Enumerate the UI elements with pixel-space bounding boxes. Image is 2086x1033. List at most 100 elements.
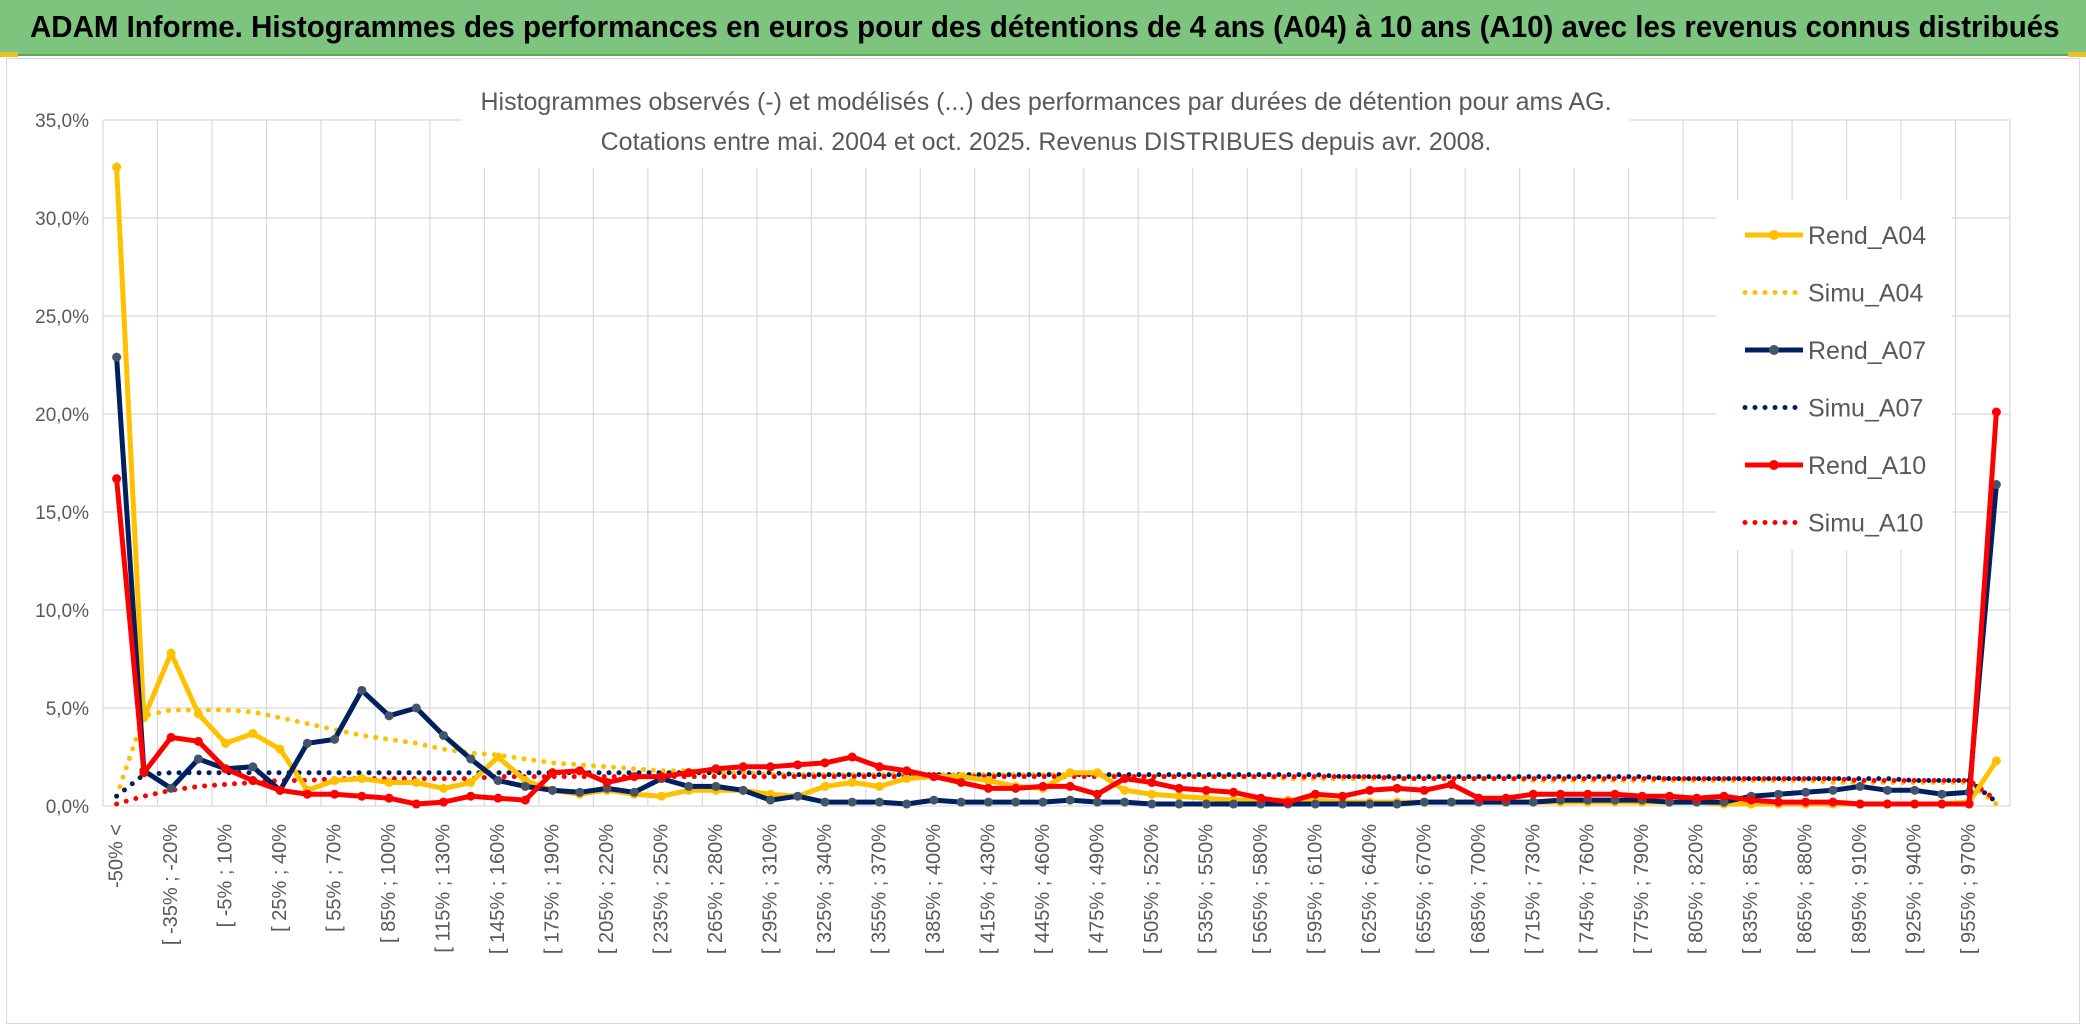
data-point-rend_a07	[411, 703, 421, 713]
data-point-rend_a07	[738, 785, 748, 795]
x-tick-label: [ 625% ; 640%	[1359, 824, 1381, 954]
data-point-rend_a07	[1855, 781, 1865, 791]
y-tick-label: 35,0%	[35, 111, 89, 132]
x-tick-label: -50% <	[106, 824, 128, 888]
data-point-rend_a10	[1147, 777, 1157, 787]
data-point-rend_a04	[1147, 789, 1157, 799]
data-point-rend_a04	[902, 774, 912, 784]
data-point-rend_a07	[793, 791, 803, 801]
data-point-rend_a10	[1583, 789, 1593, 799]
data-point-rend_a10	[248, 776, 258, 786]
data-point-rend_a07	[1011, 797, 1021, 807]
x-tick-label: [ 145% ; 160%	[487, 824, 509, 954]
y-tick-label: 0,0%	[46, 797, 89, 818]
x-tick-label: [ -5% ; 10%	[215, 824, 237, 928]
x-tick-label: [ 895% ; 910%	[1849, 824, 1871, 954]
series-line-simu_a10	[114, 774, 1999, 807]
x-tick-label: [ 385% ; 400%	[923, 824, 945, 954]
data-point-rend_a07	[684, 781, 694, 791]
data-point-rend_a10	[193, 736, 203, 746]
legend-label-rend_a10: Rend_A10	[1808, 452, 1926, 480]
data-point-rend_a07	[112, 352, 122, 362]
legend-label-simu_a04: Simu_A04	[1808, 280, 1923, 308]
x-tick-label: [ 835% ; 850%	[1740, 824, 1762, 954]
data-point-rend_a07	[1065, 795, 1075, 805]
data-point-rend_a10	[1692, 793, 1702, 803]
data-point-rend_a04	[874, 781, 884, 791]
data-point-rend_a07	[983, 797, 993, 807]
data-point-rend_a10	[1229, 787, 1239, 797]
data-point-rend_a07	[330, 734, 340, 744]
x-tick-label: [ 535% ; 550%	[1195, 824, 1217, 954]
data-point-rend_a10	[411, 799, 421, 809]
data-point-rend_a10	[1038, 781, 1048, 791]
chart-title-background	[462, 80, 1630, 168]
data-point-rend_a10	[1746, 795, 1756, 805]
data-point-rend_a10	[874, 762, 884, 772]
data-point-rend_a07	[1991, 480, 2001, 490]
data-point-rend_a04	[1065, 768, 1075, 778]
x-tick-label: [ 655% ; 670%	[1413, 824, 1435, 954]
data-point-rend_a10	[275, 785, 285, 795]
legend-marker-rend_a04	[1769, 230, 1779, 240]
data-point-rend_a07	[1419, 797, 1429, 807]
data-point-rend_a07	[439, 730, 449, 740]
data-point-rend_a07	[1365, 799, 1375, 809]
data-point-rend_a07	[820, 797, 830, 807]
data-point-rend_a10	[1011, 783, 1021, 793]
data-point-rend_a07	[193, 754, 203, 764]
data-point-rend_a07	[1174, 799, 1184, 809]
data-point-rend_a04	[275, 744, 285, 754]
legend-marker-rend_a07	[1769, 345, 1779, 355]
data-point-rend_a10	[1419, 785, 1429, 795]
data-point-rend_a04	[1092, 768, 1102, 778]
x-tick-label: [ 265% ; 280%	[705, 824, 727, 954]
y-tick-label: 30,0%	[35, 209, 89, 230]
data-point-rend_a07	[1038, 797, 1048, 807]
data-point-rend_a04	[439, 783, 449, 793]
data-point-rend_a07	[1201, 799, 1211, 809]
chart-title: Histogrammes observés (-) et modélisés (…	[480, 88, 1611, 116]
x-tick-label: [ 595% ; 610%	[1304, 824, 1326, 954]
x-tick-label: [ 115% ; 130%	[433, 824, 455, 953]
data-point-rend_a10	[656, 772, 666, 782]
x-tick-label: [ 685% ; 700%	[1468, 824, 1490, 954]
data-point-rend_a07	[1773, 789, 1783, 799]
data-point-rend_a10	[439, 797, 449, 807]
data-point-rend_a10	[357, 791, 367, 801]
data-point-rend_a10	[820, 758, 830, 768]
data-point-rend_a10	[1283, 797, 1293, 807]
x-tick-label: [ 355% ; 370%	[868, 824, 890, 954]
data-point-rend_a07	[1801, 787, 1811, 797]
y-tick-label: 20,0%	[35, 405, 89, 426]
data-point-rend_a10	[139, 768, 149, 778]
data-point-rend_a07	[248, 762, 258, 772]
x-tick-label: [ 475% ; 490%	[1086, 824, 1108, 954]
legend-marker-rend_a10	[1769, 460, 1779, 470]
series-line-rend_a10	[114, 411, 1999, 807]
data-point-rend_a07	[1447, 797, 1457, 807]
data-point-rend_a07	[1310, 799, 1320, 809]
data-point-rend_a10	[1882, 799, 1892, 809]
data-point-rend_a10	[1801, 797, 1811, 807]
data-point-rend_a07	[956, 797, 966, 807]
data-point-rend_a04	[1991, 756, 2001, 766]
data-point-rend_a07	[1392, 799, 1402, 809]
data-point-rend_a07	[384, 711, 394, 721]
data-point-rend_a04	[384, 777, 394, 787]
data-point-rend_a10	[1637, 791, 1647, 801]
data-point-rend_a10	[384, 793, 394, 803]
series-line-rend_a07	[114, 357, 1999, 807]
report-title: ADAM Informe. Histogrammes des performan…	[30, 9, 2060, 44]
data-point-rend_a10	[1474, 793, 1484, 803]
data-point-rend_a07	[1910, 785, 1920, 795]
y-tick-label: 10,0%	[35, 601, 89, 622]
data-point-rend_a07	[548, 785, 558, 795]
x-tick-label: [ 955% ; 970%	[1958, 824, 1980, 954]
x-tick-label: [ 925% ; 940%	[1904, 824, 1926, 954]
data-point-rend_a04	[166, 648, 176, 658]
data-point-rend_a10	[112, 474, 122, 484]
legend-label-simu_a10: Simu_A10	[1808, 510, 1923, 538]
data-point-rend_a04	[221, 738, 231, 748]
data-point-rend_a07	[847, 797, 857, 807]
